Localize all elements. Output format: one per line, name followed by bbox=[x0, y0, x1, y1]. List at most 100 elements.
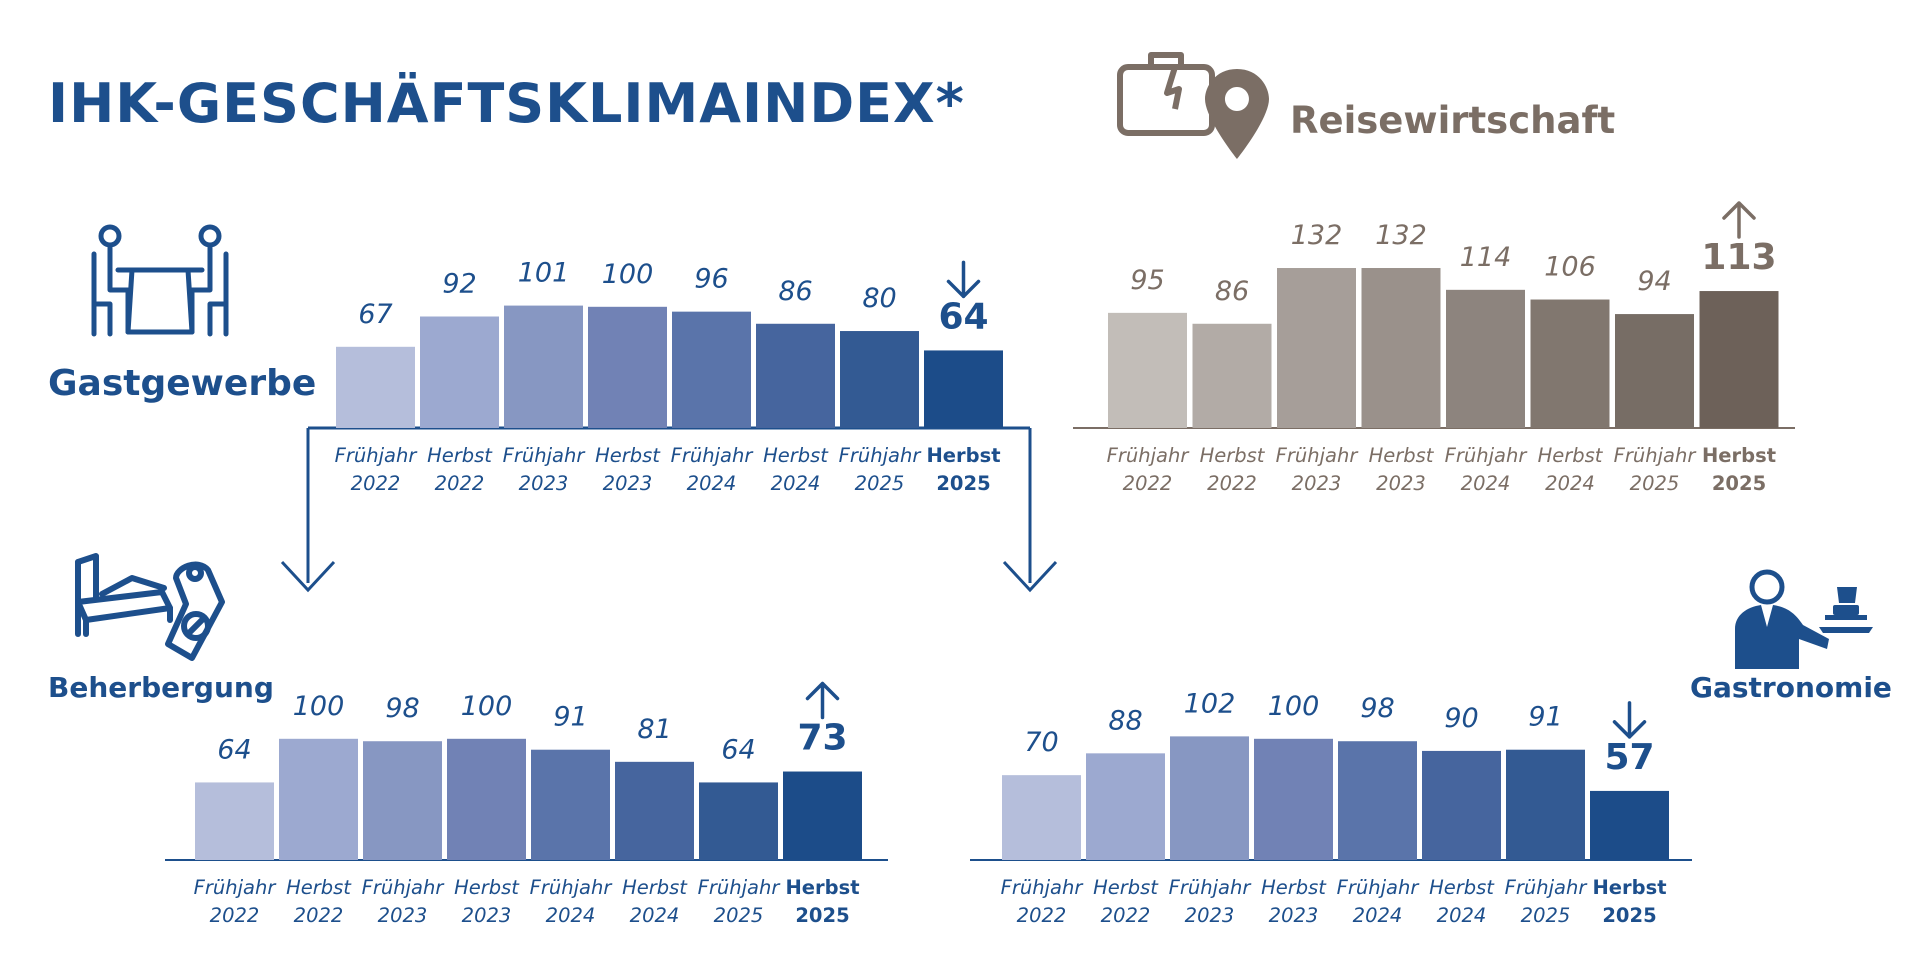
value-label-gastronomie-2: 102 bbox=[1184, 688, 1236, 719]
bar-beherbergung-0 bbox=[195, 782, 274, 860]
waiter-tray-icon bbox=[1735, 569, 1873, 669]
value-label-beherbergung-5: 81 bbox=[637, 714, 671, 745]
category-label-gastronomie-0-0: Frühjahr bbox=[1001, 876, 1085, 899]
bar-beherbergung-6 bbox=[699, 782, 778, 860]
value-label-gastgewerbe-3: 100 bbox=[602, 259, 654, 290]
category-label-gastronomie-0-1: 2022 bbox=[1017, 904, 1067, 927]
category-label-gastgewerbe-6-1: 2025 bbox=[855, 472, 905, 495]
category-label-beherbergung-7-1: 2025 bbox=[795, 904, 849, 927]
bar-gastgewerbe-3 bbox=[588, 306, 667, 428]
value-label-beherbergung-7: 73 bbox=[797, 718, 847, 759]
value-label-gastgewerbe-7: 64 bbox=[938, 296, 988, 337]
dining-table-icon bbox=[91, 224, 229, 337]
label-reisewirtschaft: Reisewirtschaft bbox=[1290, 99, 1616, 142]
bar-reisewirtschaft-5 bbox=[1530, 299, 1610, 428]
value-label-gastgewerbe-4: 96 bbox=[694, 264, 728, 295]
category-label-reisewirtschaft-2-0: Frühjahr bbox=[1276, 444, 1360, 467]
category-label-beherbergung-7-0: Herbst bbox=[785, 876, 859, 899]
category-label-gastronomie-1-1: 2022 bbox=[1101, 904, 1151, 927]
category-label-gastronomie-1-0: Herbst bbox=[1093, 876, 1159, 899]
category-label-gastronomie-7-1: 2025 bbox=[1602, 904, 1656, 927]
value-label-beherbergung-2: 98 bbox=[385, 693, 419, 724]
bar-gastronomie-3 bbox=[1254, 738, 1333, 860]
bar-gastgewerbe-2 bbox=[504, 305, 583, 428]
trend-down-arrow-icon bbox=[946, 260, 981, 299]
value-label-reisewirtschaft-5: 106 bbox=[1544, 252, 1596, 283]
bar-gastronomie-2 bbox=[1170, 736, 1249, 860]
value-label-gastronomie-1: 88 bbox=[1108, 705, 1142, 736]
category-label-gastronomie-4-1: 2024 bbox=[1353, 904, 1403, 927]
bar-gastgewerbe-4 bbox=[672, 311, 751, 428]
category-label-reisewirtschaft-3-1: 2023 bbox=[1376, 472, 1426, 495]
bar-gastronomie-6 bbox=[1506, 749, 1585, 860]
category-label-beherbergung-3-0: Herbst bbox=[454, 876, 520, 899]
value-label-beherbergung-6: 64 bbox=[721, 734, 755, 765]
value-label-gastronomie-0: 70 bbox=[1024, 727, 1058, 758]
value-label-reisewirtschaft-2: 132 bbox=[1291, 220, 1343, 251]
category-label-beherbergung-4-0: Frühjahr bbox=[530, 876, 614, 899]
label-gastgewerbe: Gastgewerbe bbox=[48, 363, 317, 404]
bar-reisewirtschaft-3 bbox=[1361, 268, 1441, 428]
value-label-beherbergung-3: 100 bbox=[461, 691, 513, 722]
value-label-gastgewerbe-2: 101 bbox=[518, 258, 570, 289]
bed-do-not-disturb-icon bbox=[75, 553, 225, 661]
suitcase-location-icon bbox=[1117, 52, 1269, 159]
category-label-gastronomie-5-1: 2024 bbox=[1437, 904, 1487, 927]
category-label-beherbergung-1-0: Herbst bbox=[286, 876, 352, 899]
value-label-gastgewerbe-5: 86 bbox=[778, 276, 812, 307]
category-label-beherbergung-6-0: Frühjahr bbox=[698, 876, 782, 899]
bar-beherbergung-5 bbox=[615, 761, 694, 860]
value-label-gastronomie-4: 98 bbox=[1360, 693, 1394, 724]
bar-reisewirtschaft-6 bbox=[1615, 314, 1694, 428]
category-label-beherbergung-2-1: 2023 bbox=[378, 904, 428, 927]
category-label-reisewirtschaft-0-1: 2022 bbox=[1123, 472, 1173, 495]
value-label-beherbergung-4: 91 bbox=[553, 702, 587, 733]
category-label-reisewirtschaft-2-1: 2023 bbox=[1292, 472, 1342, 495]
bar-reisewirtschaft-7 bbox=[1699, 291, 1779, 428]
trend-up-arrow-icon bbox=[805, 681, 840, 720]
category-label-reisewirtschaft-3-0: Herbst bbox=[1369, 444, 1435, 467]
value-label-reisewirtschaft-7: 113 bbox=[1701, 237, 1776, 278]
category-label-gastgewerbe-5-0: Herbst bbox=[763, 444, 829, 467]
category-label-gastgewerbe-2-1: 2023 bbox=[519, 472, 569, 495]
connector-left-arrowhead bbox=[280, 560, 336, 593]
value-label-beherbergung-1: 100 bbox=[293, 691, 345, 722]
value-label-gastronomie-3: 100 bbox=[1268, 691, 1320, 722]
value-label-reisewirtschaft-0: 95 bbox=[1130, 265, 1164, 296]
category-label-reisewirtschaft-5-0: Herbst bbox=[1538, 444, 1604, 467]
category-label-gastronomie-4-0: Frühjahr bbox=[1337, 876, 1421, 899]
bar-gastronomie-7 bbox=[1590, 790, 1669, 860]
label-beherbergung: Beherbergung bbox=[48, 671, 274, 704]
bar-beherbergung-4 bbox=[531, 749, 610, 860]
bar-gastgewerbe-1 bbox=[420, 316, 499, 428]
value-label-gastgewerbe-1: 92 bbox=[442, 268, 476, 299]
category-label-gastgewerbe-3-0: Herbst bbox=[595, 444, 661, 467]
category-label-reisewirtschaft-6-1: 2025 bbox=[1630, 472, 1680, 495]
bar-gastronomie-5 bbox=[1422, 750, 1501, 860]
category-label-gastronomie-6-0: Frühjahr bbox=[1505, 876, 1589, 899]
bar-gastgewerbe-0 bbox=[336, 346, 415, 428]
category-label-beherbergung-2-0: Frühjahr bbox=[362, 876, 446, 899]
category-label-reisewirtschaft-4-0: Frühjahr bbox=[1445, 444, 1529, 467]
category-label-reisewirtschaft-1-0: Herbst bbox=[1200, 444, 1266, 467]
bar-beherbergung-1 bbox=[279, 738, 358, 860]
category-label-gastgewerbe-6-0: Frühjahr bbox=[839, 444, 923, 467]
category-label-gastronomie-6-1: 2025 bbox=[1521, 904, 1571, 927]
category-label-reisewirtschaft-7-0: Herbst bbox=[1702, 444, 1776, 467]
value-label-gastronomie-6: 91 bbox=[1528, 702, 1562, 733]
category-label-reisewirtschaft-5-1: 2024 bbox=[1545, 472, 1595, 495]
page-title: IHK-GESCHÄFTSKLIMAINDEX* bbox=[48, 72, 965, 135]
category-label-beherbergung-4-1: 2024 bbox=[546, 904, 596, 927]
category-label-reisewirtschaft-0-0: Frühjahr bbox=[1107, 444, 1191, 467]
value-label-reisewirtschaft-6: 94 bbox=[1637, 266, 1671, 297]
category-label-reisewirtschaft-4-1: 2024 bbox=[1461, 472, 1511, 495]
category-label-beherbergung-0-1: 2022 bbox=[210, 904, 260, 927]
category-label-beherbergung-1-1: 2022 bbox=[294, 904, 344, 927]
category-label-gastronomie-2-1: 2023 bbox=[1185, 904, 1235, 927]
category-label-gastgewerbe-0-0: Frühjahr bbox=[335, 444, 419, 467]
category-label-gastgewerbe-3-1: 2023 bbox=[603, 472, 653, 495]
